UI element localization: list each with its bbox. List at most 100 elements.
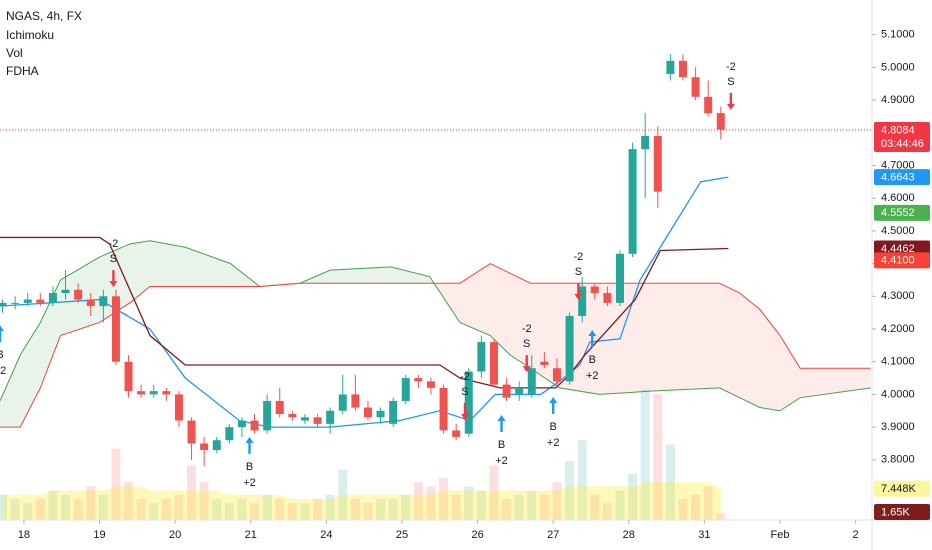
symbol-title: NGAS, 4h, FX [6, 9, 82, 23]
volume-bar [350, 499, 360, 520]
candle-body [23, 299, 32, 303]
volume-bar [224, 503, 234, 520]
candle-body [263, 400, 272, 431]
volume-bar [10, 499, 20, 520]
price-tag-label: 4.6643 [881, 172, 915, 184]
cloud-fill [490, 263, 511, 356]
cloud-fill [185, 247, 231, 287]
volume-bar [48, 490, 58, 520]
candle-body [414, 378, 423, 382]
volume-bar [476, 490, 486, 520]
candle-body [452, 430, 461, 437]
candle-body [300, 417, 309, 421]
candle-body [464, 371, 473, 434]
volume-bar [615, 490, 625, 520]
price-tag-label: 4.4100 [881, 255, 915, 267]
volume-bar [678, 499, 688, 520]
buy-arrow [0, 325, 4, 343]
sell-arrow [726, 92, 735, 110]
candle-body [704, 96, 713, 114]
volume-bar [514, 494, 524, 520]
volume-bar [111, 448, 121, 520]
signal-label: -2 [522, 323, 532, 335]
y-tick-label: 4.6000 [881, 192, 915, 204]
signal-label: -2 [460, 371, 470, 383]
candle-body [0, 302, 7, 307]
cloud-span-a [0, 240, 871, 412]
cloud-fill [650, 283, 720, 392]
candle-body [527, 368, 536, 395]
candle-body [288, 414, 297, 418]
volume-bar [413, 482, 423, 520]
candle-body [678, 60, 687, 78]
y-tick-label: 4.7000 [881, 159, 915, 171]
candle-body [691, 77, 700, 97]
last-price-tag [874, 122, 930, 153]
price-tag-label: 4.5552 [881, 207, 915, 219]
cloud-fill [759, 309, 781, 411]
signal-text: S [575, 266, 582, 278]
candle-body [99, 296, 108, 307]
volume-bar [426, 486, 436, 520]
sell-arrow [460, 402, 469, 420]
buy-arrow [245, 436, 254, 454]
candle-body [426, 381, 435, 388]
signal-text: +2 [243, 477, 256, 489]
candle-body [162, 391, 171, 395]
price-tag [874, 204, 930, 221]
volume-bar [23, 503, 33, 520]
signal-text: S [110, 253, 117, 265]
indicator-line [0, 236, 729, 389]
volume-bar [149, 503, 159, 520]
volume-bar [338, 469, 348, 520]
volume-bar [388, 499, 398, 520]
candle-body [74, 289, 83, 300]
volume-bar [489, 465, 499, 520]
cloud-fill [459, 263, 491, 336]
volume-bar [502, 499, 512, 520]
cloud-fill [20, 322, 41, 428]
indicator-line [0, 176, 729, 428]
legend-item: Vol [6, 46, 23, 60]
volume-bar [35, 499, 45, 520]
candle-body [149, 391, 158, 395]
signal-text: +2 [495, 455, 508, 467]
candle-body [187, 420, 196, 444]
candle-body [338, 394, 347, 411]
signal-label: -2 [574, 251, 584, 263]
legend-item: Ichimoku [6, 28, 54, 42]
volume-bar [464, 486, 474, 520]
cloud-fill [0, 355, 21, 428]
y-tick-label: 3.8000 [881, 454, 915, 466]
candle-body [313, 417, 322, 424]
volume-tag-label: 7.448K [881, 483, 917, 495]
volume-bar [602, 503, 612, 520]
x-tick-label: 31 [698, 529, 710, 541]
candle-body [326, 410, 335, 424]
volume-bar [451, 494, 461, 520]
x-tick-label: 26 [471, 529, 483, 541]
candle-body [489, 342, 498, 385]
cloud-fill [510, 273, 531, 369]
volume-bar [640, 389, 650, 520]
volume-bar [237, 499, 247, 520]
candle-body [666, 60, 675, 74]
x-tick-label: Feb [771, 529, 790, 541]
volume-bar [539, 494, 549, 520]
signal-label: -2 [726, 61, 736, 73]
signal-label: B [589, 354, 596, 366]
buy-arrow [497, 415, 506, 433]
cloud-fill [40, 279, 61, 388]
volume-bar [275, 499, 285, 520]
y-tick-label: 5.0000 [881, 61, 915, 73]
volume-tag-label: 1.65K [881, 506, 910, 518]
volume-bar [262, 494, 272, 520]
cloud-fill [800, 368, 871, 398]
volume-bar [439, 478, 449, 520]
buy-arrow [549, 397, 558, 415]
cloud-span-b [0, 263, 871, 428]
candle-body [641, 136, 650, 150]
volume-tag [874, 480, 930, 497]
